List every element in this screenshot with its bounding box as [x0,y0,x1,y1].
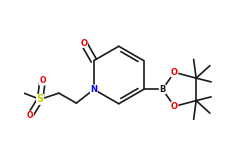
Text: B: B [159,85,166,94]
Text: N: N [90,85,97,94]
Text: O: O [171,102,178,111]
Text: O: O [80,39,87,48]
Text: S: S [36,94,44,104]
Text: O: O [27,111,33,120]
Text: O: O [171,68,178,77]
Text: O: O [39,76,46,85]
